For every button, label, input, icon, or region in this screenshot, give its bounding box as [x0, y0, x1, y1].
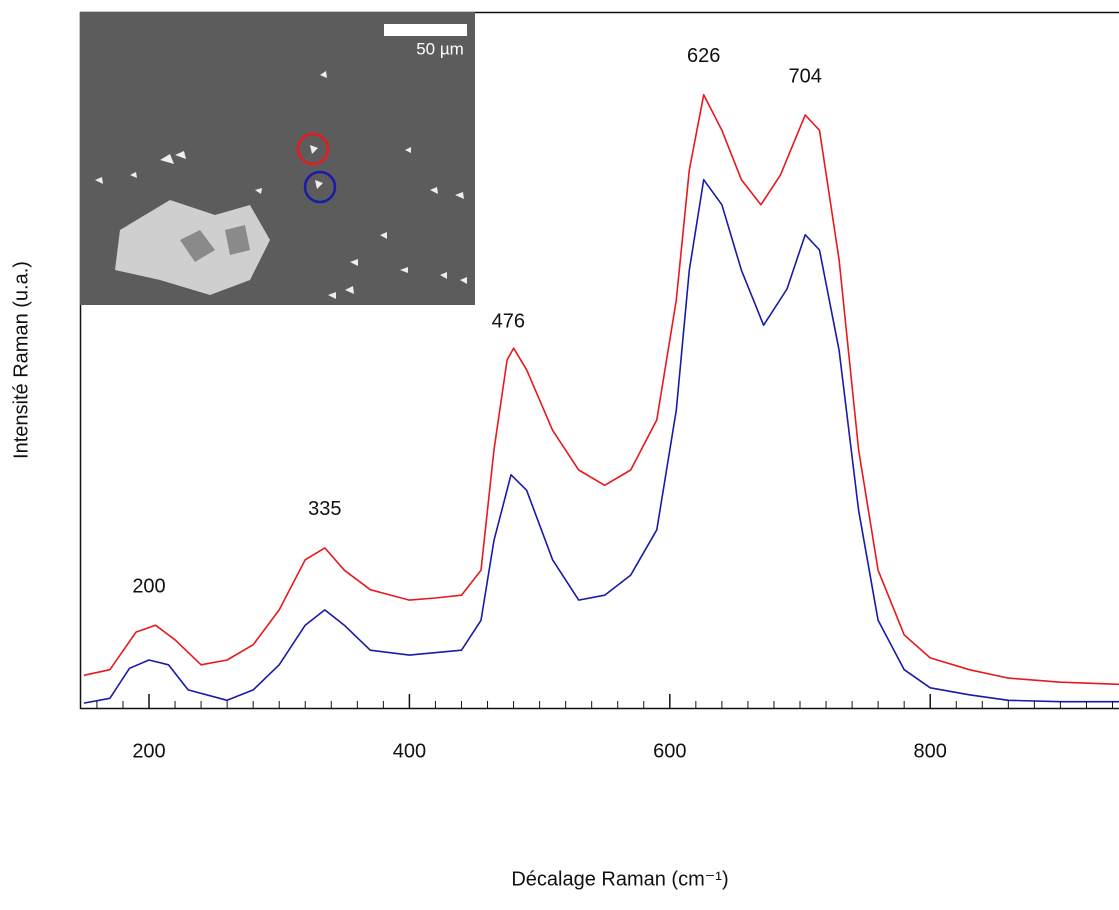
peak-label: 335: [308, 498, 341, 520]
spectrum-line: [83, 178, 1119, 704]
red-marker-circle: [296, 132, 330, 166]
peak-label: 200: [132, 575, 165, 597]
peak-label: 704: [789, 65, 822, 87]
crystal-detail: [180, 225, 250, 262]
scale-bar: [384, 24, 467, 36]
scale-label: 50 µm: [416, 39, 464, 58]
y-axis-label: Intensité Raman (u.a.): [10, 261, 32, 459]
spectrum-line: [83, 94, 1119, 686]
inset-image: 50 µm: [80, 12, 475, 305]
peak-label: 626: [687, 45, 720, 67]
x-axis-label: Décalage Raman (cm⁻¹): [511, 868, 728, 890]
plot-frame: [79, 11, 1119, 710]
x-tick-label: 800: [914, 740, 947, 762]
x-tick-label: 400: [393, 740, 426, 762]
blue-marker-circle: [303, 170, 337, 204]
x-tick-label: 200: [132, 740, 165, 762]
x-tick-label: 600: [653, 740, 686, 762]
peak-label: 476: [492, 310, 525, 332]
